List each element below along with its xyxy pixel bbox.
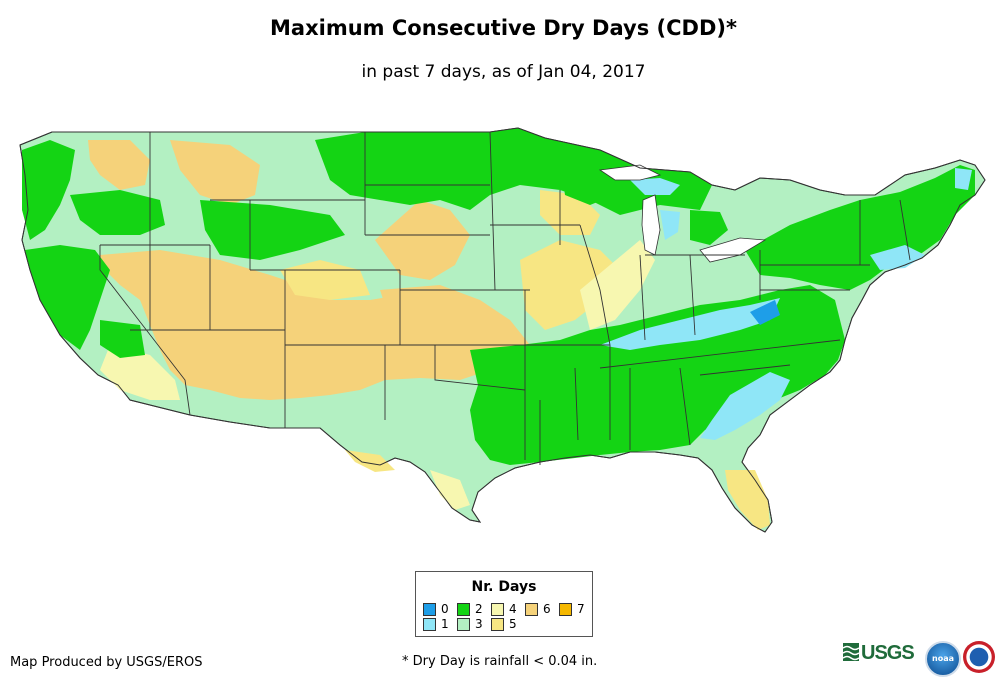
map-subtitle: in past 7 days, as of Jan 04, 2017 <box>361 62 646 82</box>
great-lakes <box>598 164 767 263</box>
zero-day-area <box>750 300 780 325</box>
legend-label-2: 2 <box>475 602 483 616</box>
legend-swatch-5 <box>491 618 504 631</box>
usgs-logo-text: USGS <box>861 642 915 664</box>
legend-swatch-6 <box>525 603 538 616</box>
legend-swatch-4 <box>491 603 504 616</box>
legend-label-0: 0 <box>441 602 449 616</box>
legend: Nr. Days 0 2 4 6 7 1 3 5 <box>415 571 593 637</box>
legend-swatch-2 <box>457 603 470 616</box>
legend-label-6: 6 <box>543 602 551 616</box>
dry-areas <box>88 140 770 530</box>
usgs-wave-icon <box>843 643 859 661</box>
dry-day-note: * Dry Day is rainfall < 0.04 in. <box>402 654 598 669</box>
legend-swatch-7 <box>559 603 572 616</box>
coastline <box>19 127 986 533</box>
legend-label-3: 3 <box>475 617 483 631</box>
map-title: Maximum Consecutive Dry Days (CDD)* <box>270 16 737 40</box>
legend-swatch-3 <box>457 618 470 631</box>
nws-logo <box>963 641 995 673</box>
noaa-logo: noaa <box>925 641 961 677</box>
legend-label-7: 7 <box>577 602 585 616</box>
noaa-logo-text: noaa <box>932 654 954 663</box>
legend-title: Nr. Days <box>471 579 537 595</box>
producer-credit: Map Produced by USGS/EROS <box>10 655 203 670</box>
legend-swatch-0 <box>423 603 436 616</box>
legend-label-5: 5 <box>509 617 517 631</box>
legend-label-1: 1 <box>441 617 449 631</box>
legend-label-4: 4 <box>509 602 517 616</box>
usgs-logo: USGS <box>843 642 915 665</box>
legend-swatch-1 <box>423 618 436 631</box>
state-boundaries <box>99 131 911 465</box>
